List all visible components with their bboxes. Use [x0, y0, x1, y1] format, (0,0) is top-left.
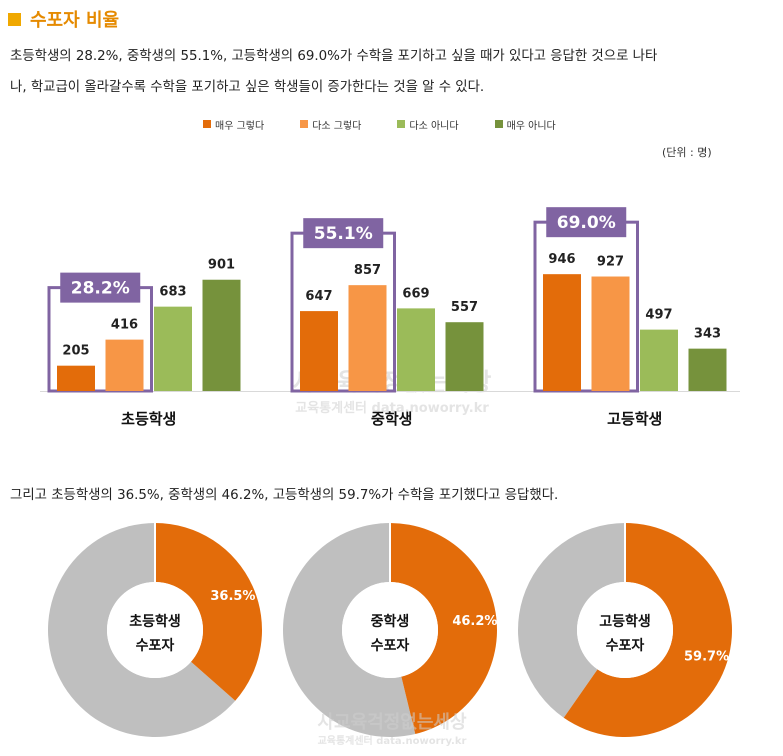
- bar-value-label: 416: [111, 318, 138, 333]
- callout-box: [546, 207, 627, 238]
- donut-value-slice: [563, 523, 732, 737]
- donut-value-slice: [390, 523, 497, 734]
- legend-swatch: [300, 120, 309, 128]
- legend-label: 매우 아니다: [506, 120, 556, 132]
- donut-hole: [577, 582, 673, 678]
- legend-label: 다소 아니다: [409, 120, 459, 132]
- bar: [640, 329, 678, 391]
- donut-center-line-1: 중학생: [371, 614, 410, 630]
- bar-chart-legend: 매우 그렇다 다소 그렇다 다소 아니다 매우 아니다: [203, 116, 592, 132]
- watermark-subtext: 교육통계센터 data.noworry.kr: [318, 734, 467, 747]
- watermark-subtext: 교육통계센터 data.noworry.kr: [295, 400, 489, 416]
- unit-label: (단위 : 명): [662, 146, 712, 159]
- donut-rest-slice: [282, 523, 416, 738]
- donut-rest-slice: [517, 523, 625, 718]
- callout-box: [303, 218, 384, 249]
- paragraph-2: 그리고 초등학생의 36.5%, 중학생의 46.2%, 고등학생의 59.7%…: [10, 488, 559, 503]
- callout-percent: 69.0%: [557, 213, 616, 233]
- legend-item: 다소 아니다: [397, 117, 459, 132]
- legend-item: 매우 그렇다: [203, 117, 264, 132]
- donut-center-line-2: 수포자: [136, 638, 175, 654]
- bar-value-label: 205: [62, 344, 89, 359]
- bar-value-label: 927: [597, 255, 624, 270]
- legend-swatch: [203, 120, 211, 128]
- legend-swatch: [494, 120, 503, 128]
- legend-item: 다소 그렇다: [300, 117, 361, 132]
- bar: [397, 308, 435, 391]
- donut-percent-label: 59.7%: [684, 650, 729, 665]
- bar: [154, 306, 192, 391]
- bar-value-label: 497: [645, 308, 672, 323]
- donut-percent-label: 46.2%: [452, 614, 497, 629]
- donut-center-line-1: 고등학생: [599, 614, 651, 630]
- donut-percent-label: 36.5%: [210, 589, 255, 604]
- bar: [591, 276, 630, 391]
- watermark-text: 사교육걱정없는세상: [317, 712, 466, 733]
- bar-value-label: 946: [548, 252, 575, 267]
- paragraph-1-line-2: 나, 학교급이 올라갈수록 수학을 포기하고 싶은 학생들이 증가한다는 것을 …: [10, 80, 485, 95]
- section-title-text: 수포자 비율: [30, 10, 120, 31]
- callout-percent: 28.2%: [71, 279, 130, 299]
- bar: [202, 279, 241, 391]
- donut-center-line-2: 수포자: [606, 638, 645, 654]
- donut-center-line-2: 수포자: [371, 638, 410, 654]
- legend-label: 매우 그렇다: [215, 120, 265, 132]
- paragraph-1-line-1: 초등학생의 28.2%, 중학생의 55.1%, 고등학생의 69.0%가 수학…: [10, 49, 658, 64]
- category-label: 중학생: [371, 410, 412, 428]
- bar: [105, 339, 144, 391]
- legend-swatch: [397, 120, 406, 128]
- title-square-icon: [8, 12, 21, 26]
- bar-value-label: 857: [354, 263, 381, 278]
- callout-percent: 55.1%: [314, 224, 373, 244]
- bar: [688, 348, 727, 391]
- bar: [57, 365, 95, 391]
- category-label: 고등학생: [607, 410, 662, 428]
- legend-item: 매우 아니다: [494, 117, 556, 132]
- bar-value-label: 557: [451, 300, 478, 315]
- bar: [445, 322, 484, 391]
- donut-rest-slice: [48, 523, 236, 738]
- category-label: 초등학생: [121, 410, 176, 428]
- bar: [300, 311, 338, 391]
- donut-hole: [107, 582, 203, 678]
- bar: [543, 274, 581, 391]
- callout-box: [60, 272, 141, 303]
- bar: [348, 285, 387, 391]
- bar-value-label: 343: [694, 327, 721, 342]
- bar-value-label: 901: [208, 258, 235, 273]
- bar-value-label: 647: [305, 289, 332, 304]
- donut-center-line-1: 초등학생: [129, 614, 181, 630]
- section-title: 수포자 비율: [8, 6, 119, 32]
- donut-hole: [342, 582, 438, 678]
- bar-value-label: 669: [402, 286, 429, 301]
- donut-value-slice: [155, 523, 262, 701]
- bar-value-label: 683: [159, 285, 186, 300]
- legend-label: 다소 그렇다: [312, 120, 362, 132]
